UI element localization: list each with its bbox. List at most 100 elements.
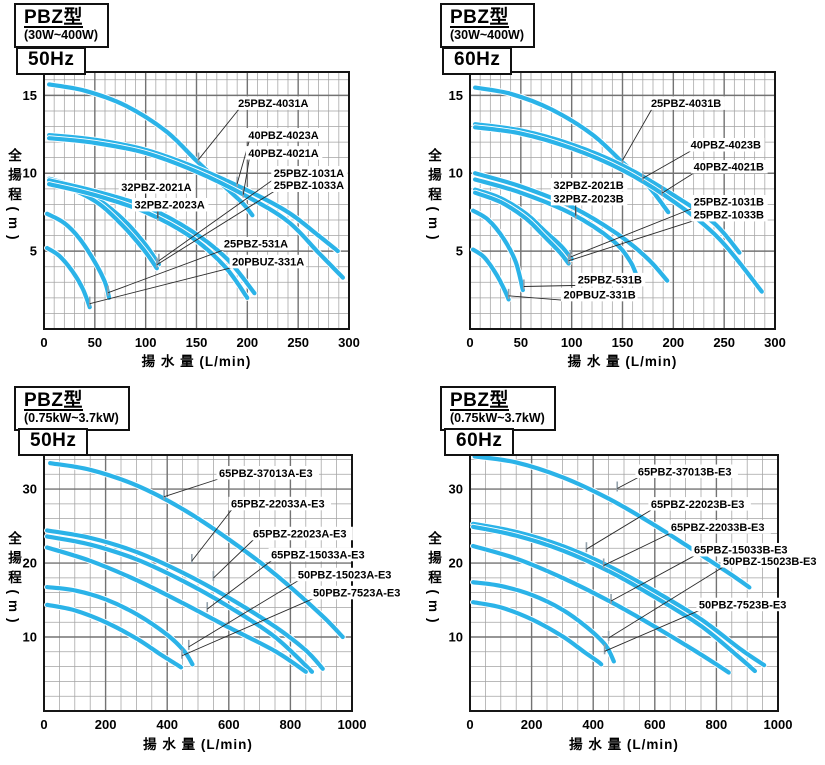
y-tick-5: 5	[30, 244, 37, 259]
curve-label-50PBZ-15023B-E3: 50PBZ-15023B-E3	[723, 556, 817, 568]
x-tick-1000: 1000	[764, 717, 793, 732]
curve-callouts: 25PBZ-4031B 40PBZ-4023B 40PBZ-4021B 32PBZ-2…	[507, 96, 768, 302]
series-power-range: (30W~400W)	[450, 28, 524, 43]
curve-label-40PBZ-4023B: 40PBZ-4023B	[691, 140, 761, 152]
curve-label-25PBZ-531A: 25PBZ-531A	[224, 239, 288, 251]
chart-pbz-small-50hz: PBZ型 (30W~400W) 50Hz 全揚程(m) 25PBZ-4031A 4…	[0, 0, 412, 382]
label-box-65PBZ-22033A-E3	[228, 496, 332, 511]
frequency-badge: 60Hz	[442, 47, 513, 75]
series-title-box: PBZ型 (0.75kW~3.7kW)	[440, 386, 556, 432]
frequency-badge: 50Hz	[18, 428, 89, 456]
label-box-65PBZ-22023B-E3	[648, 497, 751, 511]
y-axis-title: 全揚程(m)	[426, 148, 441, 246]
axis-ticks: 0 50 100 150 200 250 300 5 10 15	[449, 88, 786, 350]
label-box-40PBZ-4021A	[245, 146, 323, 160]
leader-line-65PBZ-37013A-E3	[163, 478, 221, 498]
x-tick-300: 300	[338, 335, 360, 350]
leader-line-50PBZ-15023B-E3	[608, 566, 725, 639]
series-title: PBZ型	[24, 390, 84, 411]
leader-line-25PBZ-1033A	[156, 190, 275, 266]
label-box-65PBZ-37013B-E3	[635, 464, 738, 479]
curve-label-50PBZ-15023A-E3: 50PBZ-15023A-E3	[298, 569, 392, 581]
series-title: PBZ型	[450, 7, 510, 28]
plot-area: 65PBZ-37013A-E3 65PBZ-22033A-E3 65PBZ-2202…	[23, 454, 407, 732]
series-title-box: PBZ型 (30W~400W)	[14, 3, 109, 49]
label-box-25PBZ-531B	[575, 272, 646, 287]
label-box-65PBZ-15033B-E3	[691, 542, 794, 557]
x-tick-200: 200	[521, 717, 543, 732]
grid	[470, 455, 778, 711]
curve-40PBZ-4021B	[472, 125, 764, 294]
curve-65PBZ-37013A-E3	[48, 461, 345, 640]
leader-line-25PBZ-1031A	[158, 178, 276, 262]
curve-40PBZ-4023A	[46, 132, 340, 254]
curve-callouts: 25PBZ-4031A 40PBZ-4023A 40PBZ-4021A 25PBZ-1…	[88, 96, 348, 307]
pump-curves	[44, 81, 346, 311]
label-box-65PBZ-15033A-E3	[268, 547, 372, 562]
curve-label-20PBUZ-331A: 20PBUZ-331A	[232, 257, 304, 269]
curve-25PBZ-531B	[470, 208, 525, 293]
x-axis-title: 揚 水 量 (L/min)	[141, 354, 252, 369]
x-tick-100: 100	[135, 335, 157, 350]
curve-65PBZ-22023A-E3	[44, 534, 315, 674]
leader-line-65PBZ-15033A-E3	[206, 559, 273, 610]
curve-label-25PBZ-1031A: 25PBZ-1031A	[274, 168, 344, 180]
label-box-25PBZ-1033B	[691, 207, 768, 222]
curve-callouts: 65PBZ-37013A-E3 65PBZ-22033A-E3 65PBZ-2202…	[163, 466, 407, 659]
leader-line-65PBZ-22033B-E3	[603, 532, 673, 566]
plot-border	[43, 71, 350, 330]
curve-65PBZ-22023B-E3	[470, 521, 767, 668]
curve-label-65PBZ-37013B-E3: 65PBZ-37013B-E3	[638, 466, 732, 478]
series-title-box: PBZ型 (30W~400W)	[440, 3, 535, 49]
leader-line-40PBZ-4021A	[242, 158, 250, 195]
x-tick-800: 800	[706, 717, 728, 732]
label-box-50PBZ-15023A-E3	[295, 567, 398, 582]
label-box-32PBZ-2021A	[118, 180, 196, 194]
chart-pbz-large-50hz: PBZ型 (0.75kW~3.7kW) 50Hz 全揚程(m) 65PBZ-37…	[0, 383, 412, 765]
chart-pbz-small-60hz: PBZ型 (30W~400W) 60Hz 全揚程(m) 25PBZ-4031B 4…	[420, 0, 825, 382]
frequency-badge: 60Hz	[444, 428, 515, 456]
y-tick-10: 10	[23, 166, 37, 181]
leader-line-25PBZ-4031A	[198, 108, 240, 160]
curve-40PBZ-4021A	[46, 136, 345, 280]
curve-65PBZ-15033B-E3	[470, 543, 731, 675]
x-tick-200: 200	[95, 717, 117, 732]
curve-32PBZ-2023B	[472, 177, 641, 285]
label-box-65PBZ-37013A-E3	[216, 466, 320, 480]
x-tick-1000: 1000	[338, 717, 367, 732]
leader-line-40PBZ-4023B	[642, 150, 692, 179]
label-box-20PBUZ-331B	[561, 287, 638, 302]
curve-50PBZ-7523B-E3	[470, 600, 604, 667]
x-axis-title: 揚 水 量 (L/min)	[143, 737, 253, 752]
label-box-50PBZ-7523A-E3	[310, 585, 407, 600]
series-power-range: (0.75kW~3.7kW)	[450, 411, 545, 426]
x-tick-600: 600	[218, 717, 240, 732]
x-tick-200: 200	[662, 335, 684, 350]
y-tick-20: 20	[449, 556, 463, 571]
plot-area: 25PBZ-4031B 40PBZ-4023B 40PBZ-4021B 32PBZ-2…	[449, 71, 786, 350]
curve-50PBZ-15023B-E3	[470, 580, 616, 664]
x-tick-400: 400	[582, 717, 604, 732]
label-box-32PBZ-2023A	[131, 197, 209, 212]
axis-ticks: 0 200 400 600 800 1000 10 20 30	[23, 482, 367, 732]
label-box-50PBZ-15023B-E3	[720, 554, 823, 568]
curve-label-32PBZ-2021B: 32PBZ-2021B	[553, 180, 623, 192]
curve-32PBZ-2021B	[472, 171, 670, 283]
label-box-25PBZ-4031A	[235, 96, 313, 110]
series-title: PBZ型	[24, 7, 84, 28]
curve-label-65PBZ-15033B-E3: 65PBZ-15033B-E3	[694, 545, 788, 557]
curve-label-25PBZ-1031B: 25PBZ-1031B	[694, 197, 764, 209]
plot-border	[469, 454, 779, 712]
plot-area: 65PBZ-37013B-E3 65PBZ-22023B-E3 65PBZ-2203…	[449, 453, 823, 732]
x-axis-title: 揚 水 量 (L/min)	[567, 354, 678, 369]
plot-border	[43, 454, 353, 712]
label-box-40PBZ-4021B	[691, 159, 768, 174]
chart-pbz-large-60hz: PBZ型 (0.75kW~3.7kW) 60Hz 全揚程(m) 65PBZ-37…	[420, 383, 825, 765]
x-tick-250: 250	[287, 335, 309, 350]
curve-label-40PBZ-4021B: 40PBZ-4021B	[694, 162, 764, 174]
x-tick-0: 0	[40, 717, 47, 732]
x-tick-250: 250	[713, 335, 735, 350]
y-tick-30: 30	[23, 482, 37, 497]
curve-label-50PBZ-7523A-E3: 50PBZ-7523A-E3	[313, 588, 400, 600]
